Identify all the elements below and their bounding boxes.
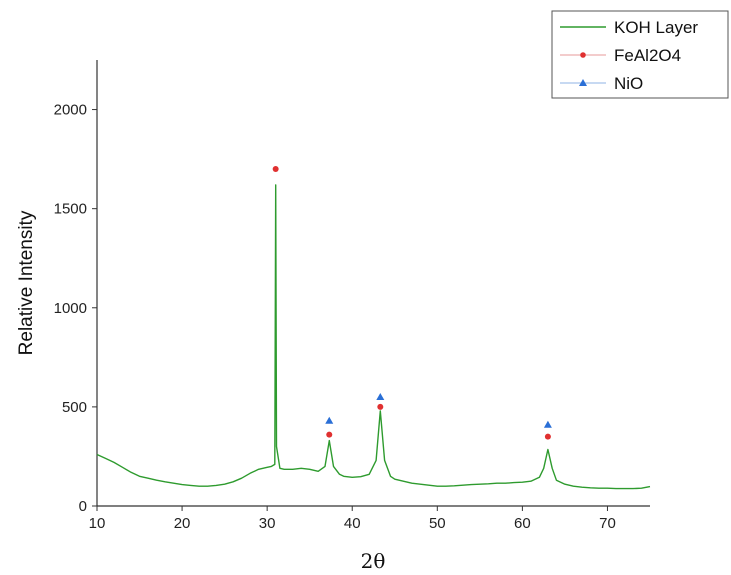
x-tick-label: 10 bbox=[89, 515, 106, 532]
y-tick-label: 1500 bbox=[54, 201, 87, 218]
x-ticks: 10 20 30 40 50 60 70 bbox=[89, 506, 616, 532]
feal2o4-marker bbox=[544, 433, 551, 440]
nio-marker bbox=[376, 392, 385, 400]
feal2o4-marker bbox=[377, 403, 384, 410]
x-tick-label: 20 bbox=[174, 515, 191, 532]
legend-label-nio: NiO bbox=[614, 74, 643, 93]
legend: KOH Layer FeAl2O4 NiO bbox=[551, 10, 729, 99]
x-tick-label: 50 bbox=[429, 515, 446, 532]
x-tick-label: 60 bbox=[514, 515, 531, 532]
feal2o4-marker bbox=[272, 166, 279, 173]
legend-label-feal2o4: FeAl2O4 bbox=[614, 46, 681, 65]
legend-swatch-feal2o4-marker bbox=[580, 52, 586, 58]
x-axis-title: 2θ bbox=[361, 549, 386, 573]
nio-marker bbox=[325, 416, 334, 424]
y-tick-label: 2000 bbox=[54, 102, 87, 119]
nio-marker bbox=[543, 420, 552, 428]
axes bbox=[96, 60, 650, 507]
y-ticks: 0 500 1000 1500 2000 bbox=[54, 102, 97, 515]
x-tick-label: 70 bbox=[599, 515, 616, 532]
plot-area bbox=[96, 184, 651, 490]
y-axis-title: Relative Intensity bbox=[16, 210, 37, 355]
x-tick-label: 40 bbox=[344, 515, 361, 532]
x-tick-label: 30 bbox=[259, 515, 276, 532]
y-tick-label: 1000 bbox=[54, 300, 87, 317]
y-tick-label: 0 bbox=[79, 498, 87, 515]
legend-swatch-nio-marker bbox=[579, 79, 587, 86]
feal2o4-marker bbox=[326, 431, 333, 438]
legend-label-koh-layer: KOH Layer bbox=[614, 18, 698, 37]
series-line-koh-layer bbox=[96, 184, 651, 490]
markers bbox=[272, 166, 552, 440]
y-tick-label: 500 bbox=[62, 399, 87, 416]
